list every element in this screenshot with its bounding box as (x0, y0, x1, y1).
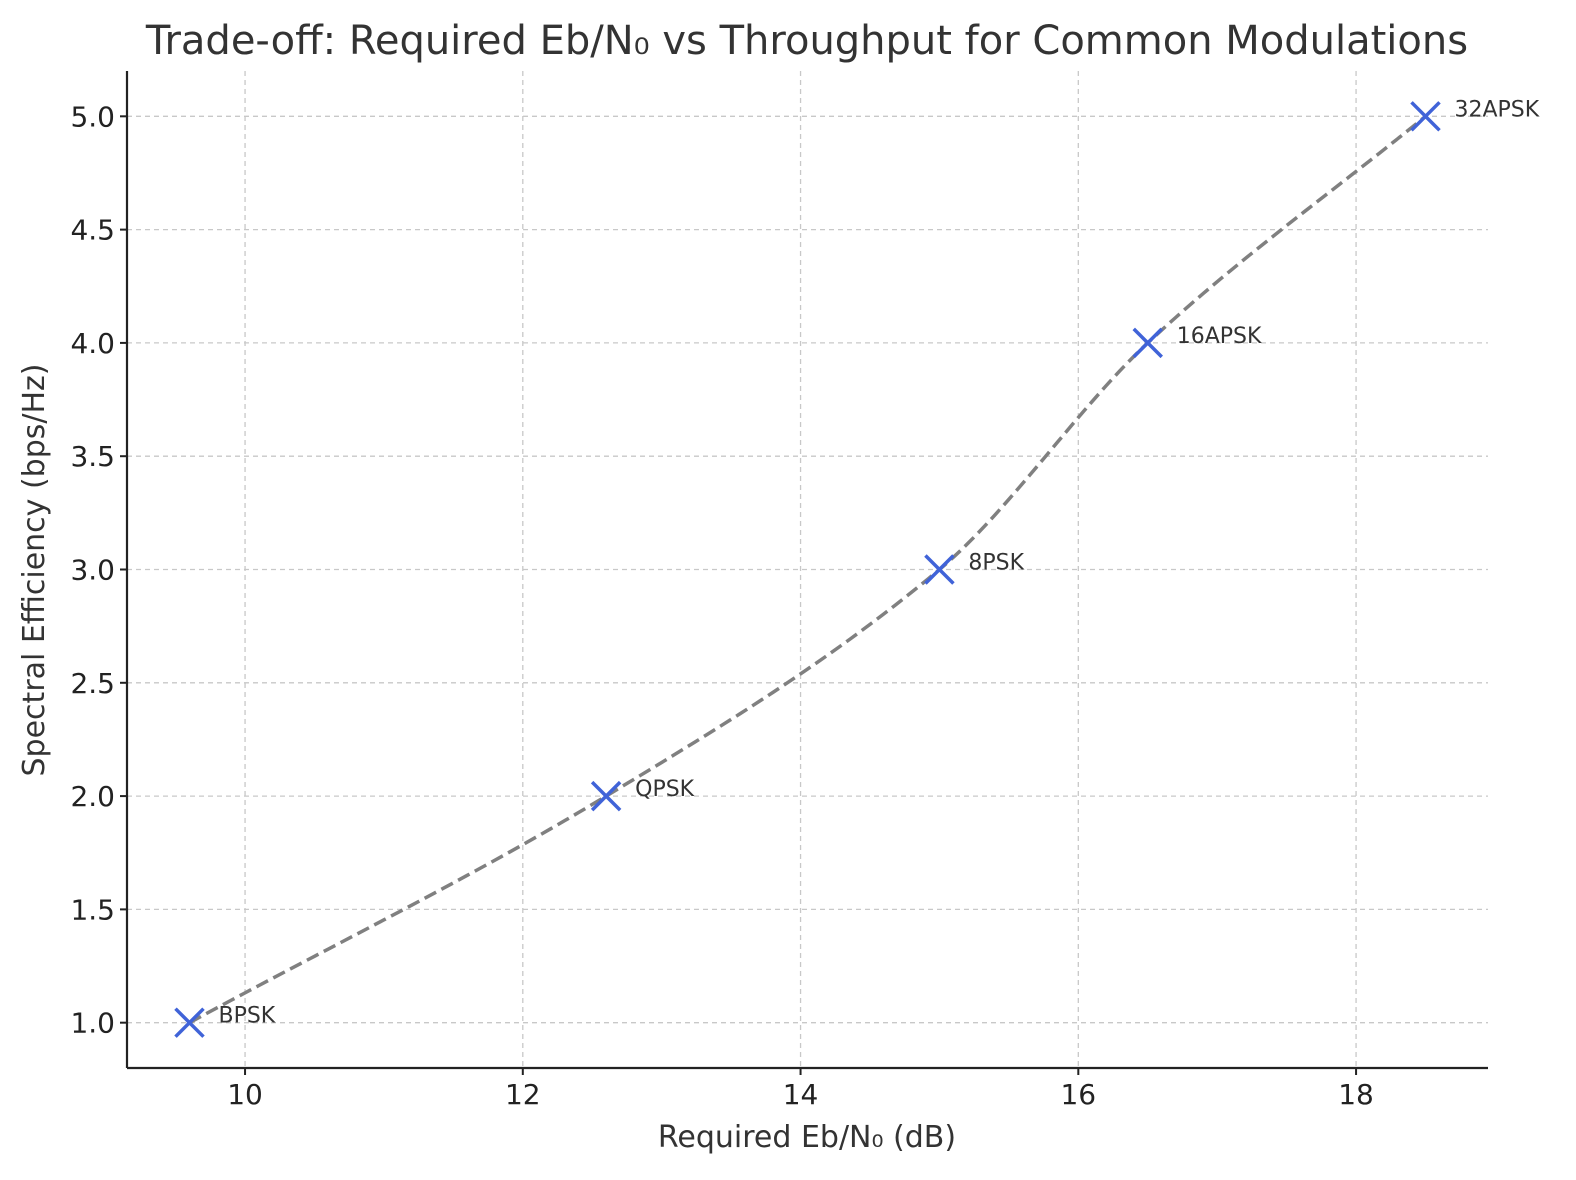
data-point-marker (1410, 101, 1441, 132)
chart-title: Trade-off: Required Eb/N₀ vs Throughput … (145, 18, 1468, 64)
data-point-marker (1132, 327, 1163, 359)
data-point-label: QPSK (635, 777, 695, 802)
x-axis-ticks: 10 12 14 16 18 (227, 1068, 1374, 1111)
y-tick-label: 3.0 (70, 554, 115, 587)
x-tick-label: 18 (1338, 1078, 1374, 1111)
x-tick-label: 12 (505, 1078, 541, 1111)
x-axis-label: Required Eb/N₀ (dB) (658, 1120, 956, 1155)
data-point-label: 16APSK (1177, 324, 1262, 349)
point-label-layer: BPSK QPSK 8PSK 16APSK 32APSK (218, 97, 1539, 1028)
x-tick-label: 10 (227, 1078, 263, 1111)
data-point-marker (590, 780, 622, 812)
y-tick-label: 4.5 (70, 214, 115, 247)
data-point-label: 32APSK (1455, 97, 1540, 122)
y-tick-label: 1.0 (70, 1007, 115, 1040)
x-tick-label: 16 (1060, 1078, 1096, 1111)
y-tick-label: 4.0 (70, 327, 115, 360)
y-tick-label: 2.5 (70, 667, 115, 700)
y-tick-label: 3.5 (70, 440, 115, 473)
grid (127, 71, 1488, 1068)
data-point-label: 8PSK (968, 551, 1024, 576)
x-tick-label: 14 (783, 1078, 819, 1111)
y-tick-label: 5.0 (70, 100, 115, 133)
marker-layer (174, 101, 1441, 1038)
y-tick-label: 1.5 (70, 893, 115, 926)
data-point-marker (174, 1007, 205, 1038)
y-axis-label: Spectral Efficiency (bps/Hz) (17, 364, 52, 777)
y-tick-label: 2.0 (70, 780, 115, 813)
y-axis-ticks: 1.0 1.5 2.0 2.5 3.0 3.5 4.0 4.5 5.0 (70, 100, 127, 1040)
data-point-marker (924, 554, 955, 585)
data-point-label: BPSK (218, 1004, 275, 1029)
